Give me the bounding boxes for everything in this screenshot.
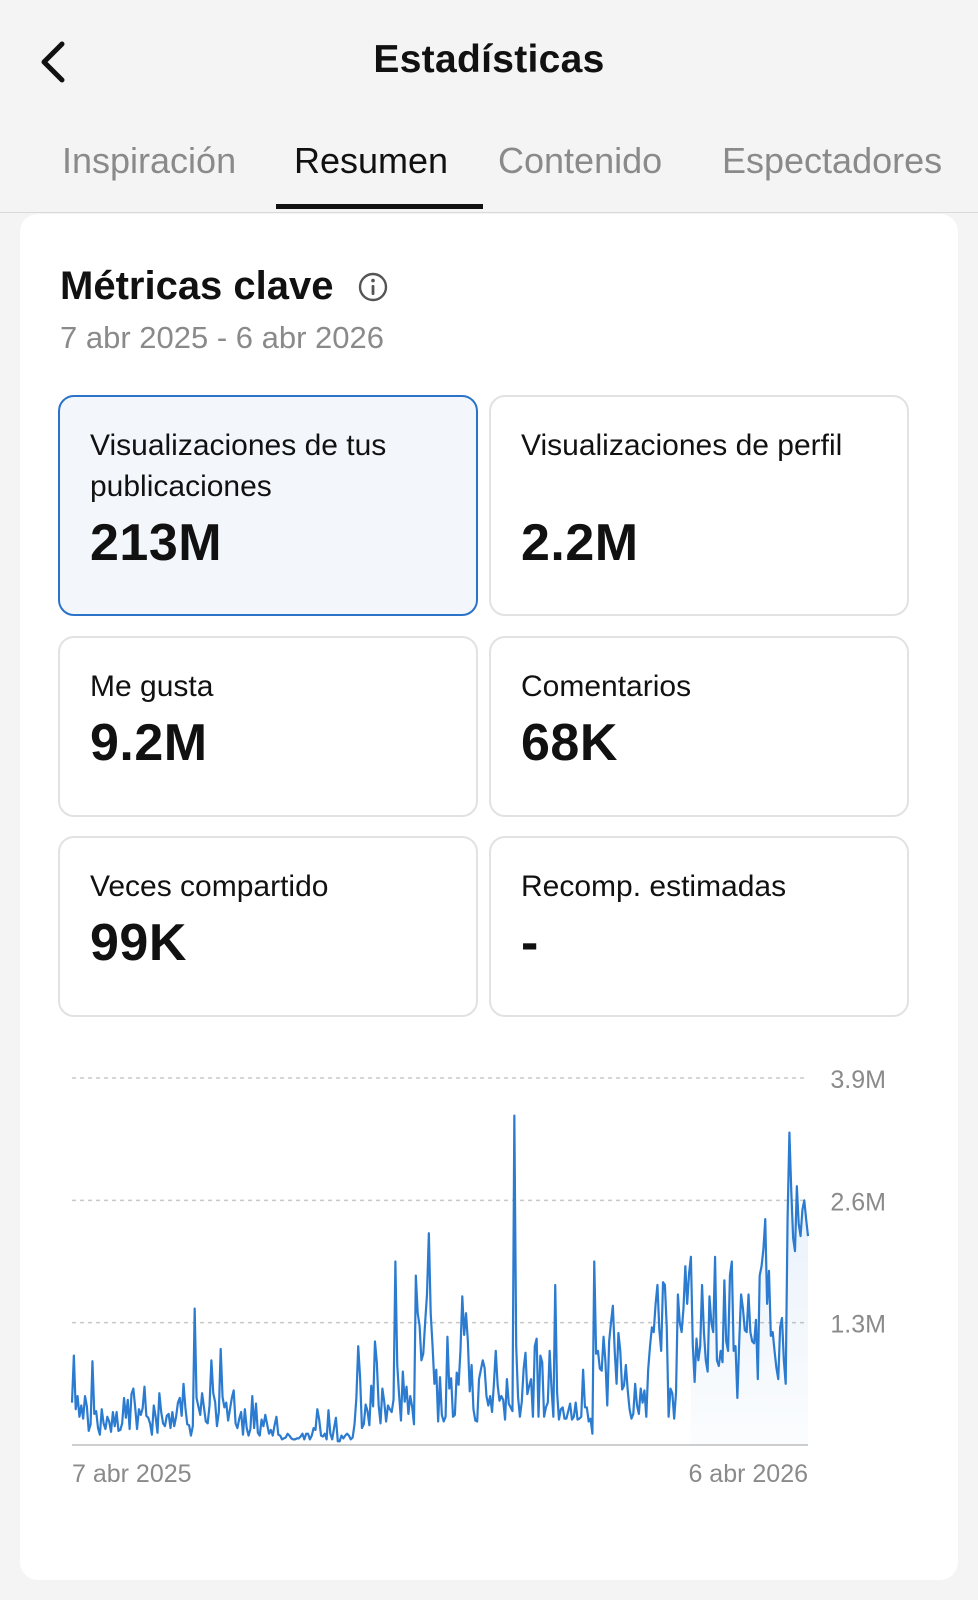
date-range: 7 abr 2025 - 6 abr 2026 — [60, 320, 385, 355]
metric-value: 9.2M — [90, 714, 208, 772]
metric-card-comments[interactable]: Comentarios 68K — [489, 636, 909, 817]
back-button[interactable] — [34, 38, 74, 86]
tabs-divider — [0, 212, 978, 213]
header: Estadísticas — [0, 0, 978, 210]
metric-label: Visualizaciones de perfil — [521, 429, 843, 462]
metric-card-shares[interactable]: Veces compartido 99K — [58, 836, 478, 1017]
y-tick-label: 1.3M — [830, 1311, 886, 1339]
x-tick-label: 6 abr 2026 — [688, 1460, 808, 1488]
views-line-chart: 3.9M 2.6M 1.3M 7 abr 2025 6 abr 2026 — [70, 1066, 886, 1488]
tab-inspiracion[interactable]: Inspiración — [62, 140, 237, 181]
chevron-left-icon — [41, 41, 65, 83]
x-tick-label: 7 abr 2025 — [72, 1460, 192, 1488]
metric-label: Veces compartido — [90, 870, 329, 903]
page-title: Estadísticas — [373, 38, 605, 81]
metric-value: 99K — [90, 914, 187, 972]
metric-card-post-views[interactable]: Visualizaciones de tus publicaciones 213… — [58, 395, 478, 616]
tab-bar: Inspiración Resumen Contenido Espectador… — [0, 132, 978, 210]
series-line — [70, 1114, 810, 1443]
tab-resumen[interactable]: Resumen — [294, 140, 449, 181]
info-icon[interactable] — [357, 271, 389, 303]
metric-card-estimated-rewards[interactable]: Recomp. estimadas - — [489, 836, 909, 1017]
section-title: Métricas clave — [60, 264, 334, 308]
metric-label: Recomp. estimadas — [521, 870, 787, 903]
metric-value: 213M — [90, 514, 223, 572]
metric-label: Me gusta — [90, 670, 214, 703]
metric-card-likes[interactable]: Me gusta 9.2M — [58, 636, 478, 817]
metric-label: Visualizaciones de tus publicaciones — [90, 429, 387, 503]
tab-fade — [948, 132, 978, 202]
metric-value: 2.2M — [521, 514, 639, 572]
y-tick-label: 2.6M — [830, 1188, 886, 1216]
metric-label: Comentarios — [521, 670, 692, 703]
metric-value: 68K — [521, 714, 618, 772]
y-tick-label: 3.9M — [830, 1066, 886, 1094]
tab-contenido[interactable]: Contenido — [498, 140, 663, 181]
metric-card-profile-views[interactable]: Visualizaciones de perfil 2.2M — [489, 395, 909, 616]
metric-value: - — [521, 914, 539, 972]
tab-espectadores[interactable]: Espectadores — [722, 140, 943, 181]
active-tab-indicator — [276, 204, 483, 209]
